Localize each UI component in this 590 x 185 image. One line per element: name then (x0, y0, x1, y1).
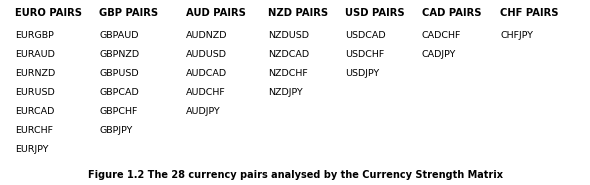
Text: CADCHF: CADCHF (422, 31, 461, 40)
Text: CADJPY: CADJPY (422, 50, 456, 59)
Text: EURUSD: EURUSD (15, 88, 54, 97)
Text: EURJPY: EURJPY (15, 145, 48, 154)
Text: GBPCAD: GBPCAD (99, 88, 139, 97)
Text: NZDJPY: NZDJPY (268, 88, 303, 97)
Text: GBPCHF: GBPCHF (99, 107, 137, 116)
Text: USDCHF: USDCHF (345, 50, 385, 59)
Text: CHF PAIRS: CHF PAIRS (500, 8, 559, 18)
Text: CHFJPY: CHFJPY (500, 31, 533, 40)
Text: GBPNZD: GBPNZD (99, 50, 139, 59)
Text: EURAUD: EURAUD (15, 50, 55, 59)
Text: Figure 1.2 The 28 currency pairs analysed by the Currency Strength Matrix: Figure 1.2 The 28 currency pairs analyse… (87, 170, 503, 180)
Text: USDCAD: USDCAD (345, 31, 386, 40)
Text: GBP PAIRS: GBP PAIRS (99, 8, 158, 18)
Text: GBPJPY: GBPJPY (99, 126, 133, 135)
Text: EURCAD: EURCAD (15, 107, 54, 116)
Text: NZDCAD: NZDCAD (268, 50, 310, 59)
Text: AUD PAIRS: AUD PAIRS (186, 8, 245, 18)
Text: NZDUSD: NZDUSD (268, 31, 309, 40)
Text: USD PAIRS: USD PAIRS (345, 8, 405, 18)
Text: NZDCHF: NZDCHF (268, 69, 308, 78)
Text: AUDCAD: AUDCAD (186, 69, 227, 78)
Text: EURGBP: EURGBP (15, 31, 54, 40)
Text: USDJPY: USDJPY (345, 69, 379, 78)
Text: AUDNZD: AUDNZD (186, 31, 227, 40)
Text: NZD PAIRS: NZD PAIRS (268, 8, 329, 18)
Text: AUDJPY: AUDJPY (186, 107, 221, 116)
Text: EURCHF: EURCHF (15, 126, 53, 135)
Text: EURNZD: EURNZD (15, 69, 55, 78)
Text: EURO PAIRS: EURO PAIRS (15, 8, 82, 18)
Text: AUDUSD: AUDUSD (186, 50, 227, 59)
Text: GBPAUD: GBPAUD (99, 31, 139, 40)
Text: AUDCHF: AUDCHF (186, 88, 225, 97)
Text: GBPUSD: GBPUSD (99, 69, 139, 78)
Text: CAD PAIRS: CAD PAIRS (422, 8, 481, 18)
